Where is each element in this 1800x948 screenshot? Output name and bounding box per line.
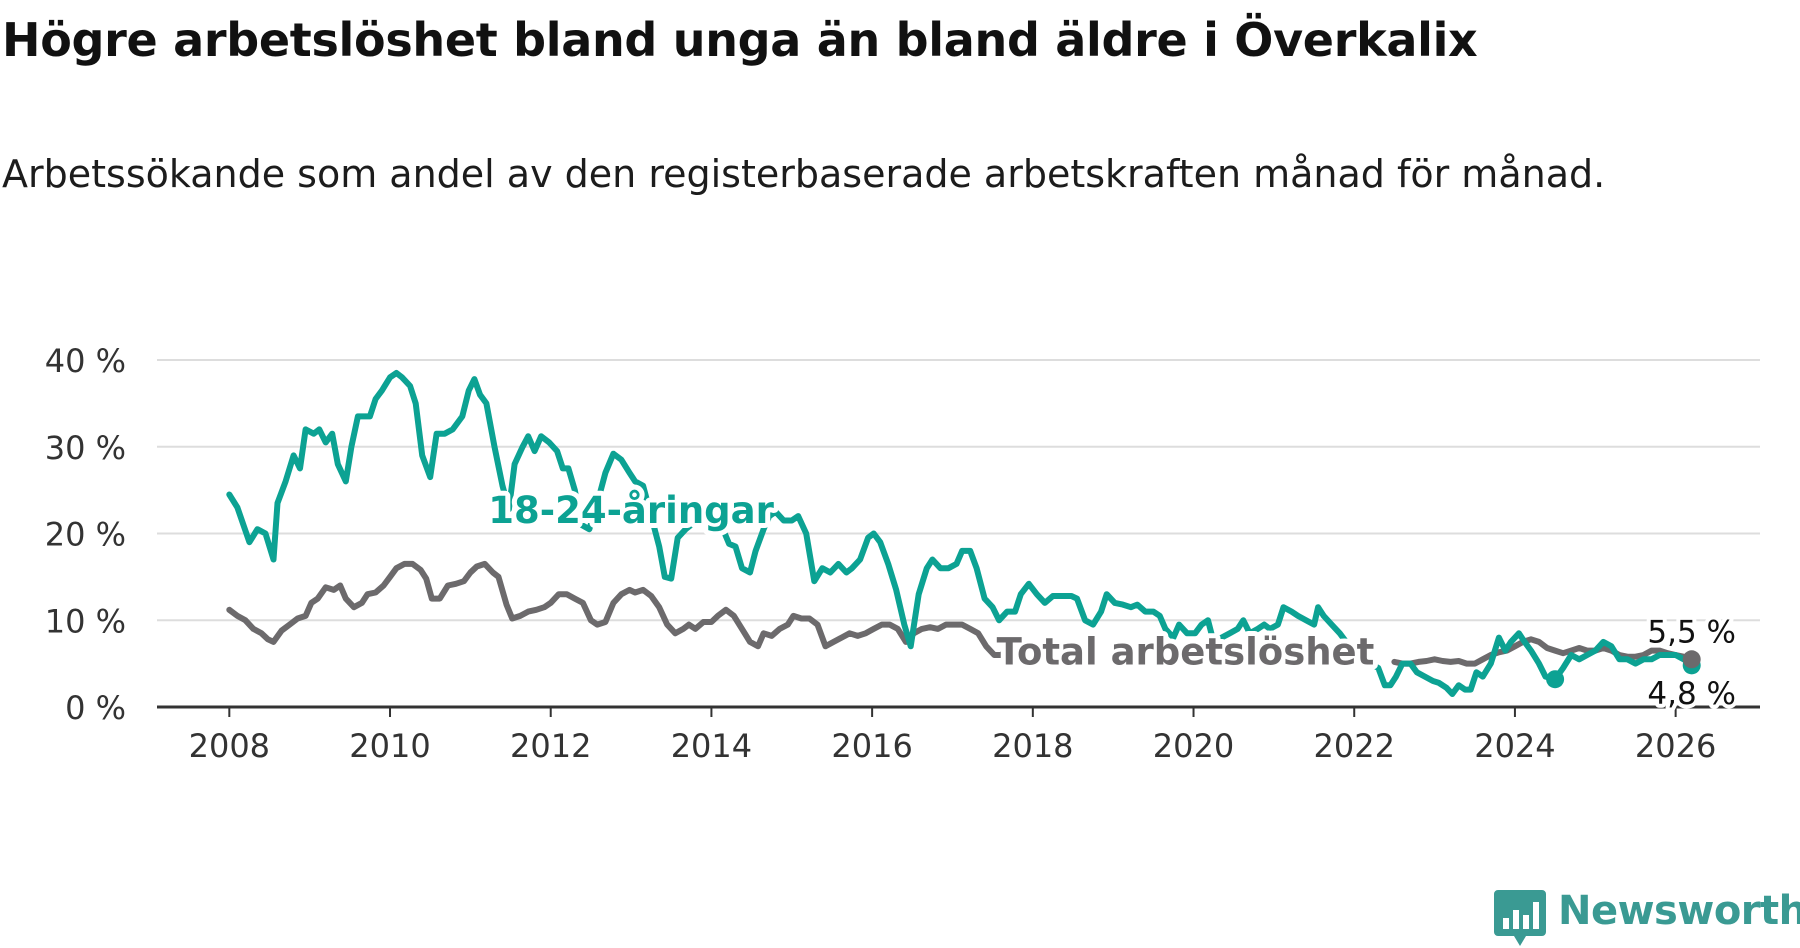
x-tick-label: 2018 (992, 727, 1073, 765)
highlight-point (1546, 670, 1565, 689)
x-tick-label: 2008 (189, 727, 270, 765)
x-tick-label: 2026 (1635, 727, 1716, 765)
end-value-label: 5,5 % (1647, 615, 1736, 651)
x-tick-label: 2024 (1474, 727, 1555, 765)
series-line-youth (226, 370, 1695, 697)
y-axis-ticks: 0 % 10 % 20 % 30 % 40 % (45, 342, 126, 727)
gridlines (157, 359, 1760, 622)
highlight-point (1682, 650, 1701, 669)
x-tick-label: 2012 (510, 727, 591, 765)
y-tick-label: 10 % (45, 602, 126, 640)
x-tick-label: 2010 (349, 727, 430, 765)
brand-wordmark: Newsworthy (1558, 888, 1800, 934)
end-value-label: 4,8 % (1647, 676, 1736, 712)
annotations: 18-24-åringar Total arbetslöshet 5,5 % 4,8 … (483, 484, 1740, 716)
y-tick-label: 0 % (65, 689, 126, 727)
chart-title: Högre arbetslöshet bland unga än bland ä… (2, 13, 1478, 67)
y-tick-label: 40 % (45, 342, 126, 380)
bar-chart-badge-icon (1494, 890, 1546, 946)
x-tick-label: 2020 (1153, 727, 1234, 765)
chart-subtitle: Arbetssökande som andel av den registerb… (2, 152, 1606, 196)
series-line-total-left (226, 560, 1020, 658)
y-tick-label: 30 % (45, 429, 126, 467)
x-axis-ticks: 2008 2010 2012 2014 2016 2018 2020 2022 2024 2026 (157, 705, 1760, 765)
x-tick-label: 2014 (671, 727, 752, 765)
x-tick-label: 2022 (1314, 727, 1395, 765)
series-label: 18-24-åringar (488, 489, 774, 532)
series-label: Total arbetslöshet (997, 631, 1375, 674)
x-tick-label: 2016 (831, 727, 912, 765)
y-tick-label: 20 % (45, 516, 126, 554)
series-line-total-right (1391, 636, 1695, 667)
series-lines (226, 370, 1701, 697)
